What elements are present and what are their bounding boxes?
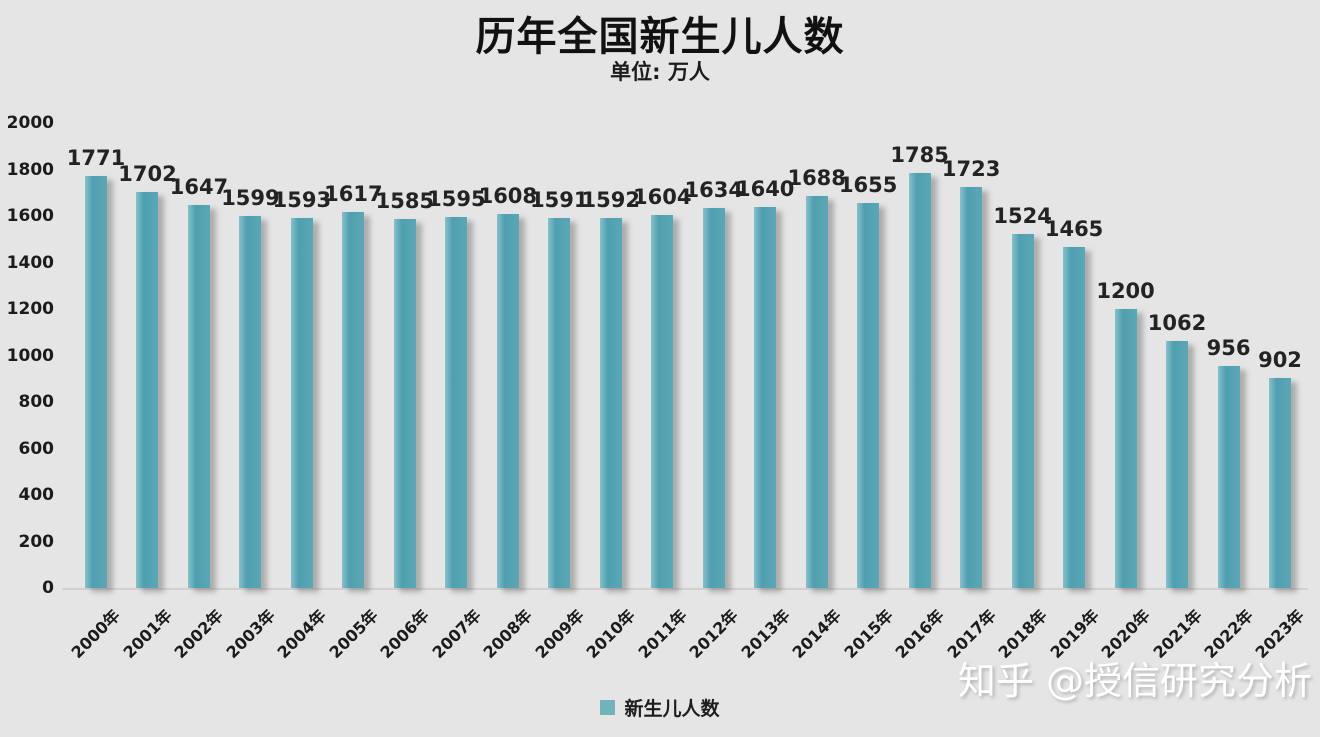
bar bbox=[651, 215, 674, 588]
x-axis-tick-label: 2007年 bbox=[428, 605, 485, 663]
bar bbox=[187, 205, 210, 588]
x-axis-tick-label: 2013年 bbox=[737, 605, 794, 663]
bar-value-label: 1595 bbox=[427, 187, 486, 212]
bar-value-label: 1771 bbox=[66, 146, 126, 171]
bar bbox=[1114, 309, 1137, 588]
y-axis-tick-label: 1400 bbox=[6, 252, 54, 273]
bar-value-label: 1688 bbox=[787, 165, 846, 190]
bar-value-label: 1599 bbox=[221, 186, 280, 211]
bar-value-label: 1585 bbox=[375, 189, 435, 214]
x-axis-tick-label: 2014年 bbox=[788, 605, 845, 663]
bar-value-label: 902 bbox=[1258, 348, 1302, 373]
legend: 新生儿人数 bbox=[0, 694, 1320, 721]
bar bbox=[857, 203, 880, 588]
y-axis-tick-label: 1600 bbox=[6, 206, 54, 226]
bar-value-label: 1647 bbox=[169, 175, 229, 200]
x-axis-baseline bbox=[62, 588, 1308, 590]
x-axis-tick-label: 2012年 bbox=[685, 605, 743, 663]
page-title: 历年全国新生儿人数 bbox=[475, 14, 845, 60]
watermark: 知乎 @授信研究分析 bbox=[957, 659, 1312, 703]
bar bbox=[1217, 365, 1240, 588]
bar-value-label: 1655 bbox=[838, 173, 898, 198]
bar bbox=[342, 212, 365, 588]
bar bbox=[136, 192, 159, 588]
y-axis-tick-label: 1800 bbox=[6, 159, 54, 180]
bar-value-label: 1465 bbox=[1044, 217, 1104, 242]
bar bbox=[1063, 247, 1086, 588]
bar bbox=[1011, 233, 1034, 588]
x-axis-tick-label: 2008年 bbox=[479, 605, 537, 663]
bar bbox=[1269, 378, 1291, 588]
bar bbox=[754, 206, 777, 588]
x-axis-tick-label: 2016年 bbox=[891, 605, 948, 663]
bar bbox=[960, 187, 983, 588]
bar bbox=[548, 218, 571, 588]
bar-value-label: 1200 bbox=[1096, 279, 1155, 303]
bar bbox=[702, 208, 725, 588]
bar bbox=[1166, 341, 1189, 588]
bar bbox=[85, 176, 107, 588]
x-axis-tick-label: 2006年 bbox=[376, 605, 434, 663]
legend-swatch bbox=[600, 700, 616, 715]
bar bbox=[908, 172, 931, 588]
bar-value-label: 1640 bbox=[735, 176, 795, 201]
bar-value-label: 1608 bbox=[478, 184, 538, 209]
bar-value-label: 1592 bbox=[581, 187, 640, 212]
legend-label: 新生儿人数 bbox=[624, 698, 720, 720]
bar bbox=[599, 217, 622, 588]
y-axis-tick-label: 1000 bbox=[6, 345, 54, 366]
bar bbox=[290, 217, 313, 588]
x-axis-tick-label: 2011年 bbox=[634, 605, 691, 663]
y-axis-tick-label: 1200 bbox=[6, 299, 54, 319]
x-axis-tick-label: 2004年 bbox=[273, 605, 331, 663]
x-axis-tick-label: 2005年 bbox=[325, 605, 382, 663]
bar-value-label: 1785 bbox=[890, 142, 949, 167]
chart-unit-subtitle: 单位: 万人 bbox=[610, 60, 710, 84]
bar bbox=[445, 217, 468, 588]
y-axis-tick-label: 200 bbox=[18, 531, 55, 552]
y-axis-tick-label: 600 bbox=[18, 438, 55, 459]
bar-value-label: 1524 bbox=[993, 203, 1052, 228]
x-axis-tick-label: 2015年 bbox=[840, 605, 897, 663]
bar-value-label: 1591 bbox=[530, 188, 589, 213]
y-axis-tick-label: 0 bbox=[42, 578, 54, 598]
x-axis-tick-label: 2000年 bbox=[68, 605, 125, 663]
bar-value-label: 1702 bbox=[118, 162, 177, 187]
bar bbox=[496, 214, 519, 588]
bar-value-label: 1634 bbox=[684, 178, 743, 203]
y-axis-tick-label: 2000 bbox=[6, 113, 54, 133]
x-axis-tick-label: 2010年 bbox=[582, 605, 640, 663]
y-axis-tick-label: 800 bbox=[18, 392, 55, 412]
bar bbox=[393, 219, 416, 588]
x-axis-tick-label: 2002年 bbox=[170, 605, 228, 663]
x-axis-tick-label: 2003年 bbox=[222, 605, 279, 663]
bar-value-label: 1617 bbox=[324, 182, 383, 207]
bar-value-label: 1723 bbox=[941, 157, 1001, 182]
bar-value-label: 1593 bbox=[272, 187, 332, 212]
bar bbox=[239, 216, 262, 588]
x-axis-tick-label: 2009年 bbox=[531, 605, 588, 663]
bar-value-label: 956 bbox=[1206, 335, 1251, 360]
bar-value-label: 1604 bbox=[633, 185, 692, 210]
x-axis-tick-label: 2001年 bbox=[119, 605, 176, 663]
bar bbox=[805, 195, 828, 588]
bar-value-label: 1062 bbox=[1147, 311, 1207, 336]
y-axis-tick-label: 400 bbox=[18, 485, 55, 505]
